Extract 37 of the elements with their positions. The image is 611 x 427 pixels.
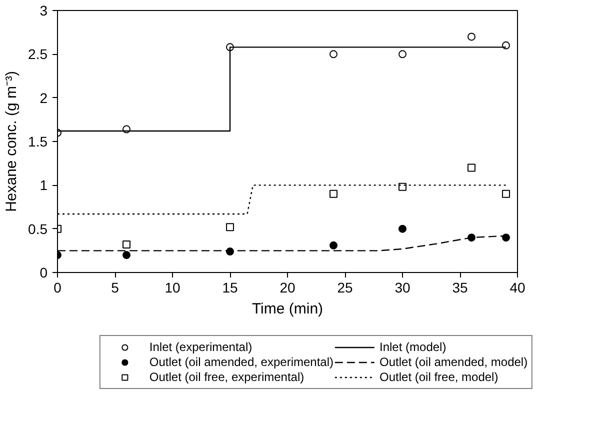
x-tick-label: 25 — [337, 280, 353, 296]
point — [502, 234, 510, 242]
point — [468, 234, 476, 242]
point — [398, 224, 406, 233]
point — [502, 190, 510, 198]
x-tick-label: 5 — [111, 280, 120, 296]
y-tick-label: 1.5 — [28, 134, 48, 150]
point — [330, 50, 338, 58]
point — [468, 32, 476, 41]
y-tick-label: 0.5 — [28, 220, 48, 237]
legend-label: Inlet (experimental) — [149, 340, 252, 354]
y-axis-title: Hexane conc. (g m⁻³) — [3, 71, 20, 212]
point — [398, 50, 406, 58]
x-tick-label: 35 — [452, 280, 468, 296]
legend-label: Outlet (oil amended, model) — [380, 355, 528, 369]
legend-label: Outlet (oil amended, experimental) — [149, 355, 334, 369]
point — [122, 240, 130, 249]
legend-label: Outlet (oil free, experimental) — [149, 370, 304, 384]
point — [330, 190, 338, 198]
point — [468, 164, 476, 172]
y-tick-label: 2 — [40, 90, 48, 106]
y-tick-label: 1 — [40, 177, 48, 194]
x-tick-label: 30 — [394, 280, 410, 296]
x-tick-label: 10 — [164, 280, 180, 296]
y-tick-label: 0 — [40, 264, 48, 280]
point — [226, 223, 234, 232]
point — [122, 251, 130, 260]
y-tick-label: 2.5 — [28, 46, 48, 62]
legend-label: Inlet (model) — [380, 340, 446, 354]
x-tick-label: 15 — [222, 280, 238, 296]
legend-label: Outlet (oil free, model) — [380, 370, 498, 384]
x-axis-title: Time (min) — [252, 300, 324, 318]
y-tick-label: 3 — [40, 2, 48, 18]
x-tick-label: 40 — [510, 280, 526, 296]
x-tick-label: 0 — [54, 280, 62, 296]
point — [330, 241, 338, 250]
x-tick-label: 20 — [280, 280, 296, 296]
